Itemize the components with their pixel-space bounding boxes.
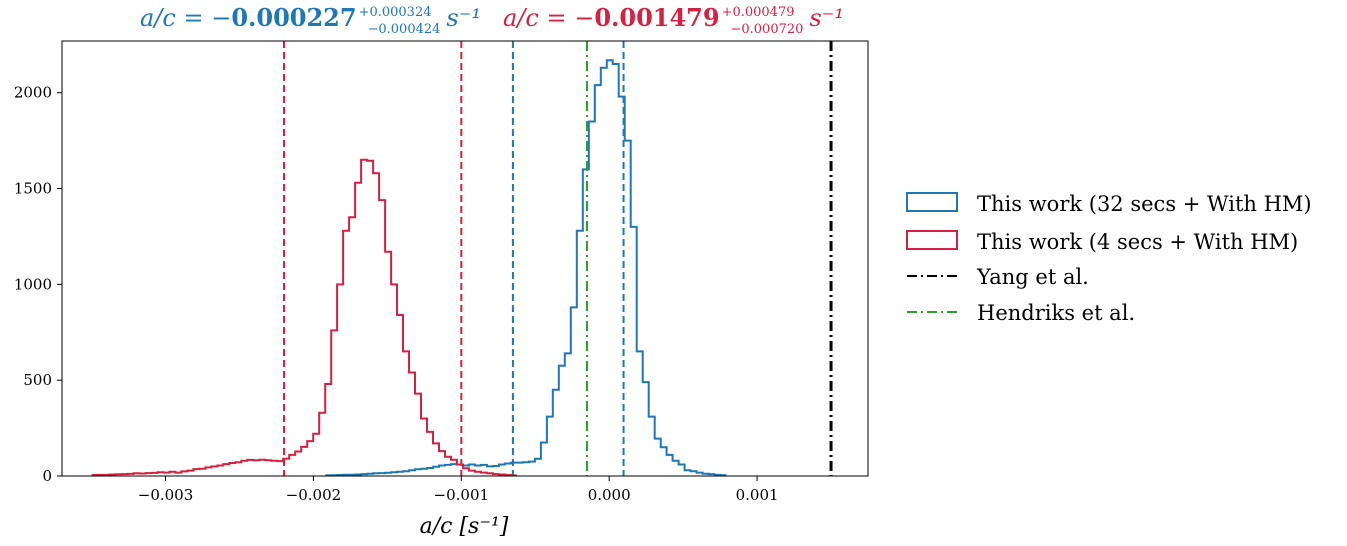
x-tick-label: 0.001	[736, 486, 779, 504]
legend-label-hendriks: Hendriks et al.	[977, 301, 1135, 325]
annotation-blue: a/c = −0.000227 +0.000324 −0.000424 s⁻¹	[140, 3, 481, 37]
y-tick-label: 500	[23, 371, 52, 389]
histogram-series-1	[91, 158, 517, 477]
plot-area	[91, 41, 833, 477]
x-tick-label: −0.002	[286, 486, 342, 504]
annotation-red: a/c = −0.001479 +0.000479 −0.000720 s⁻¹	[503, 3, 844, 37]
x-tick-label: −0.003	[138, 486, 194, 504]
x-axis-label: a/c [s⁻¹]	[420, 514, 509, 539]
y-tick-label: 1000	[14, 275, 52, 293]
y-tick-label: 2000	[14, 84, 52, 102]
y-tick-label: 0	[42, 467, 52, 485]
legend-label-red: This work (4 secs + With HM)	[977, 230, 1298, 254]
plot-frame	[61, 40, 869, 477]
legend-swatch-blue	[906, 192, 958, 212]
y-tick-label: 1500	[14, 180, 52, 198]
x-tick-label: 0.000	[588, 486, 631, 504]
legend-swatch-red	[906, 230, 958, 250]
histogram-series-0	[325, 59, 727, 477]
legend-label-blue: This work (32 secs + With HM)	[977, 192, 1312, 216]
legend-label-yang: Yang et al.	[976, 265, 1089, 289]
axes: −0.003 −0.002 −0.001 0.000 0.001 0 500 1000 1500…	[14, 40, 869, 504]
x-tick-label: −0.001	[434, 486, 490, 504]
legend: This work (32 secs + With HM) This work …	[906, 192, 1312, 325]
